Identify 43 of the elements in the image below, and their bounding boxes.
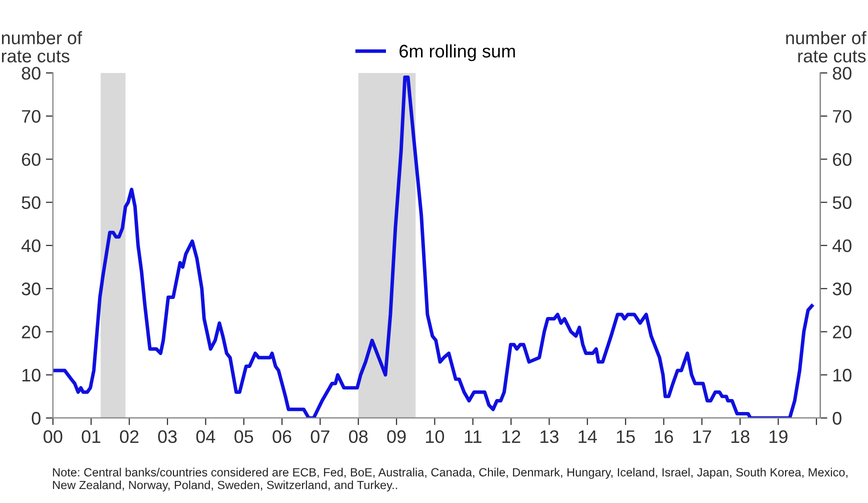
y-tick-label: 40	[21, 239, 40, 252]
x-tick-label: 06	[272, 430, 292, 444]
y-axis-title: number of rate cuts	[2, 31, 82, 62]
line-series	[52, 76, 814, 418]
y2-tick-label: 80	[832, 66, 852, 80]
y-tick-label: 50	[22, 196, 40, 210]
x-tick-label: 11	[464, 430, 482, 443]
y-tick-label: 10	[22, 368, 40, 382]
x-tick-label: 12	[502, 430, 520, 443]
y2-tick-label: 40	[832, 239, 852, 252]
y2-tick-label: 20	[832, 326, 852, 338]
y-tick-label: 80	[22, 66, 40, 80]
x-tick-label: 14	[578, 430, 597, 443]
y2-tick-label: 30	[832, 282, 852, 296]
x-tick-label: 05	[234, 430, 254, 444]
y2-tick-label: 10	[833, 368, 852, 382]
y2-tick-label: 70	[832, 110, 852, 123]
x-tick-label: 16	[655, 430, 673, 444]
x-tick-label: 15	[616, 430, 635, 444]
x-tick-label: 18	[731, 430, 750, 444]
x-tick-label: 02	[120, 430, 138, 444]
x-tick-label: 10	[426, 430, 444, 444]
text: Note: Central banks/countries considered are ECB, Fed, BoE, Australia, Canada, Chile, Denmark, Hungary, Iceland, Israel, Japan, South Korea, Mexico, New Zealand, Norway, Poland, Sweden, Switzerland, and Turkey..	[53, 468, 848, 492]
y2-axis-title: number of rate cuts	[786, 31, 866, 62]
x-tick-label: 04	[196, 430, 216, 444]
x-tick-label: 00	[44, 430, 62, 444]
x-tick-label: 17	[693, 430, 712, 443]
x-tick-label: 08	[349, 430, 368, 444]
legend-label: 6m rolling sum	[400, 44, 515, 62]
x-tick-label: 09	[387, 430, 406, 444]
y-tick-label: 70	[22, 110, 40, 123]
x-tick-label: 19	[770, 430, 788, 444]
y2-tick-label: 0	[832, 412, 842, 425]
x-tick-label: 13	[540, 430, 558, 444]
x-tick-label: 01	[82, 430, 100, 444]
y-tick-label: 30	[22, 282, 40, 296]
x-tick-label: 07	[310, 430, 330, 444]
x-tick-label: 03	[158, 430, 177, 444]
y2-tick-label: 50	[832, 196, 852, 210]
y-tick-label: 60	[22, 153, 40, 166]
y-tick-label: 0	[32, 412, 40, 425]
y2-tick-label: 60	[832, 153, 852, 166]
y-tick-label: 20	[22, 326, 40, 338]
